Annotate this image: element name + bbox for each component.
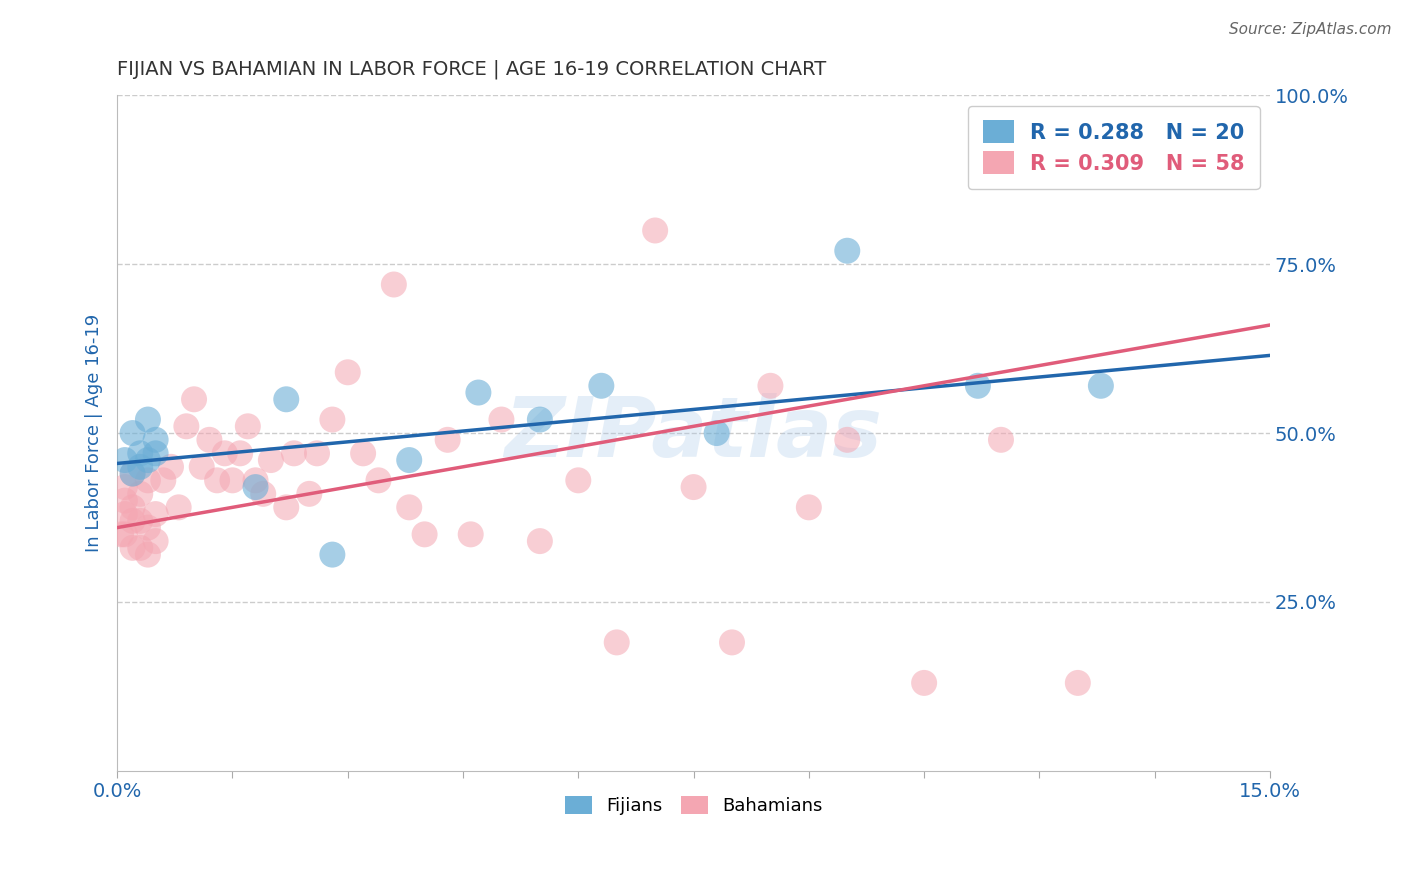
Point (352, 446, 374, 460)
Point (260, 453, 283, 467)
Point (136, 453, 159, 467)
Point (198, 433, 221, 447)
Point (121, 500, 143, 515)
Text: ZIPatlas: ZIPatlas (505, 392, 883, 474)
Point (121, 425, 143, 440)
Point (114, 493, 136, 508)
Point (283, 446, 305, 460)
Point (591, 379, 613, 393)
Point (682, 480, 704, 494)
Point (114, 507, 136, 521)
Point (145, 433, 167, 447)
Point (145, 507, 167, 521)
Point (321, 412, 343, 426)
Point (967, 379, 990, 393)
Point (114, 453, 136, 467)
Point (837, 433, 859, 447)
Point (121, 467, 143, 481)
Point (298, 487, 321, 501)
Point (567, 473, 589, 487)
Point (183, 392, 205, 407)
Point (644, 223, 666, 237)
Point (136, 473, 159, 487)
Point (990, 433, 1012, 447)
Point (229, 446, 252, 460)
Point (491, 412, 513, 426)
Point (114, 480, 136, 494)
Point (398, 500, 420, 515)
Point (129, 514, 152, 528)
Point (276, 392, 298, 407)
Point (912, 676, 935, 690)
Y-axis label: In Labor Force | Age 16-19: In Labor Force | Age 16-19 (86, 314, 103, 552)
Point (145, 534, 167, 549)
Point (136, 520, 159, 534)
Point (606, 635, 628, 649)
Text: Source: ZipAtlas.com: Source: ZipAtlas.com (1229, 22, 1392, 37)
Point (1090, 379, 1112, 393)
Point (706, 425, 728, 440)
Point (114, 527, 136, 541)
Point (190, 459, 212, 474)
Point (121, 514, 143, 528)
Point (221, 473, 243, 487)
Point (797, 500, 820, 515)
Point (129, 487, 152, 501)
Point (529, 534, 551, 549)
Point (129, 541, 152, 555)
Point (321, 548, 343, 562)
Point (252, 487, 274, 501)
Point (129, 459, 152, 474)
Point (529, 412, 551, 426)
Point (214, 446, 236, 460)
Point (305, 446, 328, 460)
Point (160, 459, 183, 474)
Point (245, 480, 267, 494)
Point (167, 500, 190, 515)
Point (837, 244, 859, 258)
Point (1067, 676, 1090, 690)
Point (121, 541, 143, 555)
Point (176, 419, 198, 434)
Point (276, 500, 298, 515)
Point (413, 527, 436, 541)
Point (136, 548, 159, 562)
Point (245, 473, 267, 487)
Point (382, 277, 405, 292)
Point (336, 365, 359, 379)
Point (121, 467, 143, 481)
Point (367, 473, 389, 487)
Point (110, 527, 132, 541)
Point (467, 385, 489, 400)
Point (152, 473, 174, 487)
Point (436, 433, 458, 447)
Point (759, 379, 782, 393)
Point (205, 473, 228, 487)
Point (136, 412, 159, 426)
Point (398, 453, 420, 467)
Text: FIJIAN VS BAHAMIAN IN LABOR FORCE | AGE 16-19 CORRELATION CHART: FIJIAN VS BAHAMIAN IN LABOR FORCE | AGE … (117, 60, 827, 79)
Point (236, 419, 259, 434)
Point (460, 527, 482, 541)
Legend: Fijians, Bahamians: Fijians, Bahamians (558, 789, 830, 822)
Point (145, 446, 167, 460)
Point (721, 635, 744, 649)
Point (129, 446, 152, 460)
